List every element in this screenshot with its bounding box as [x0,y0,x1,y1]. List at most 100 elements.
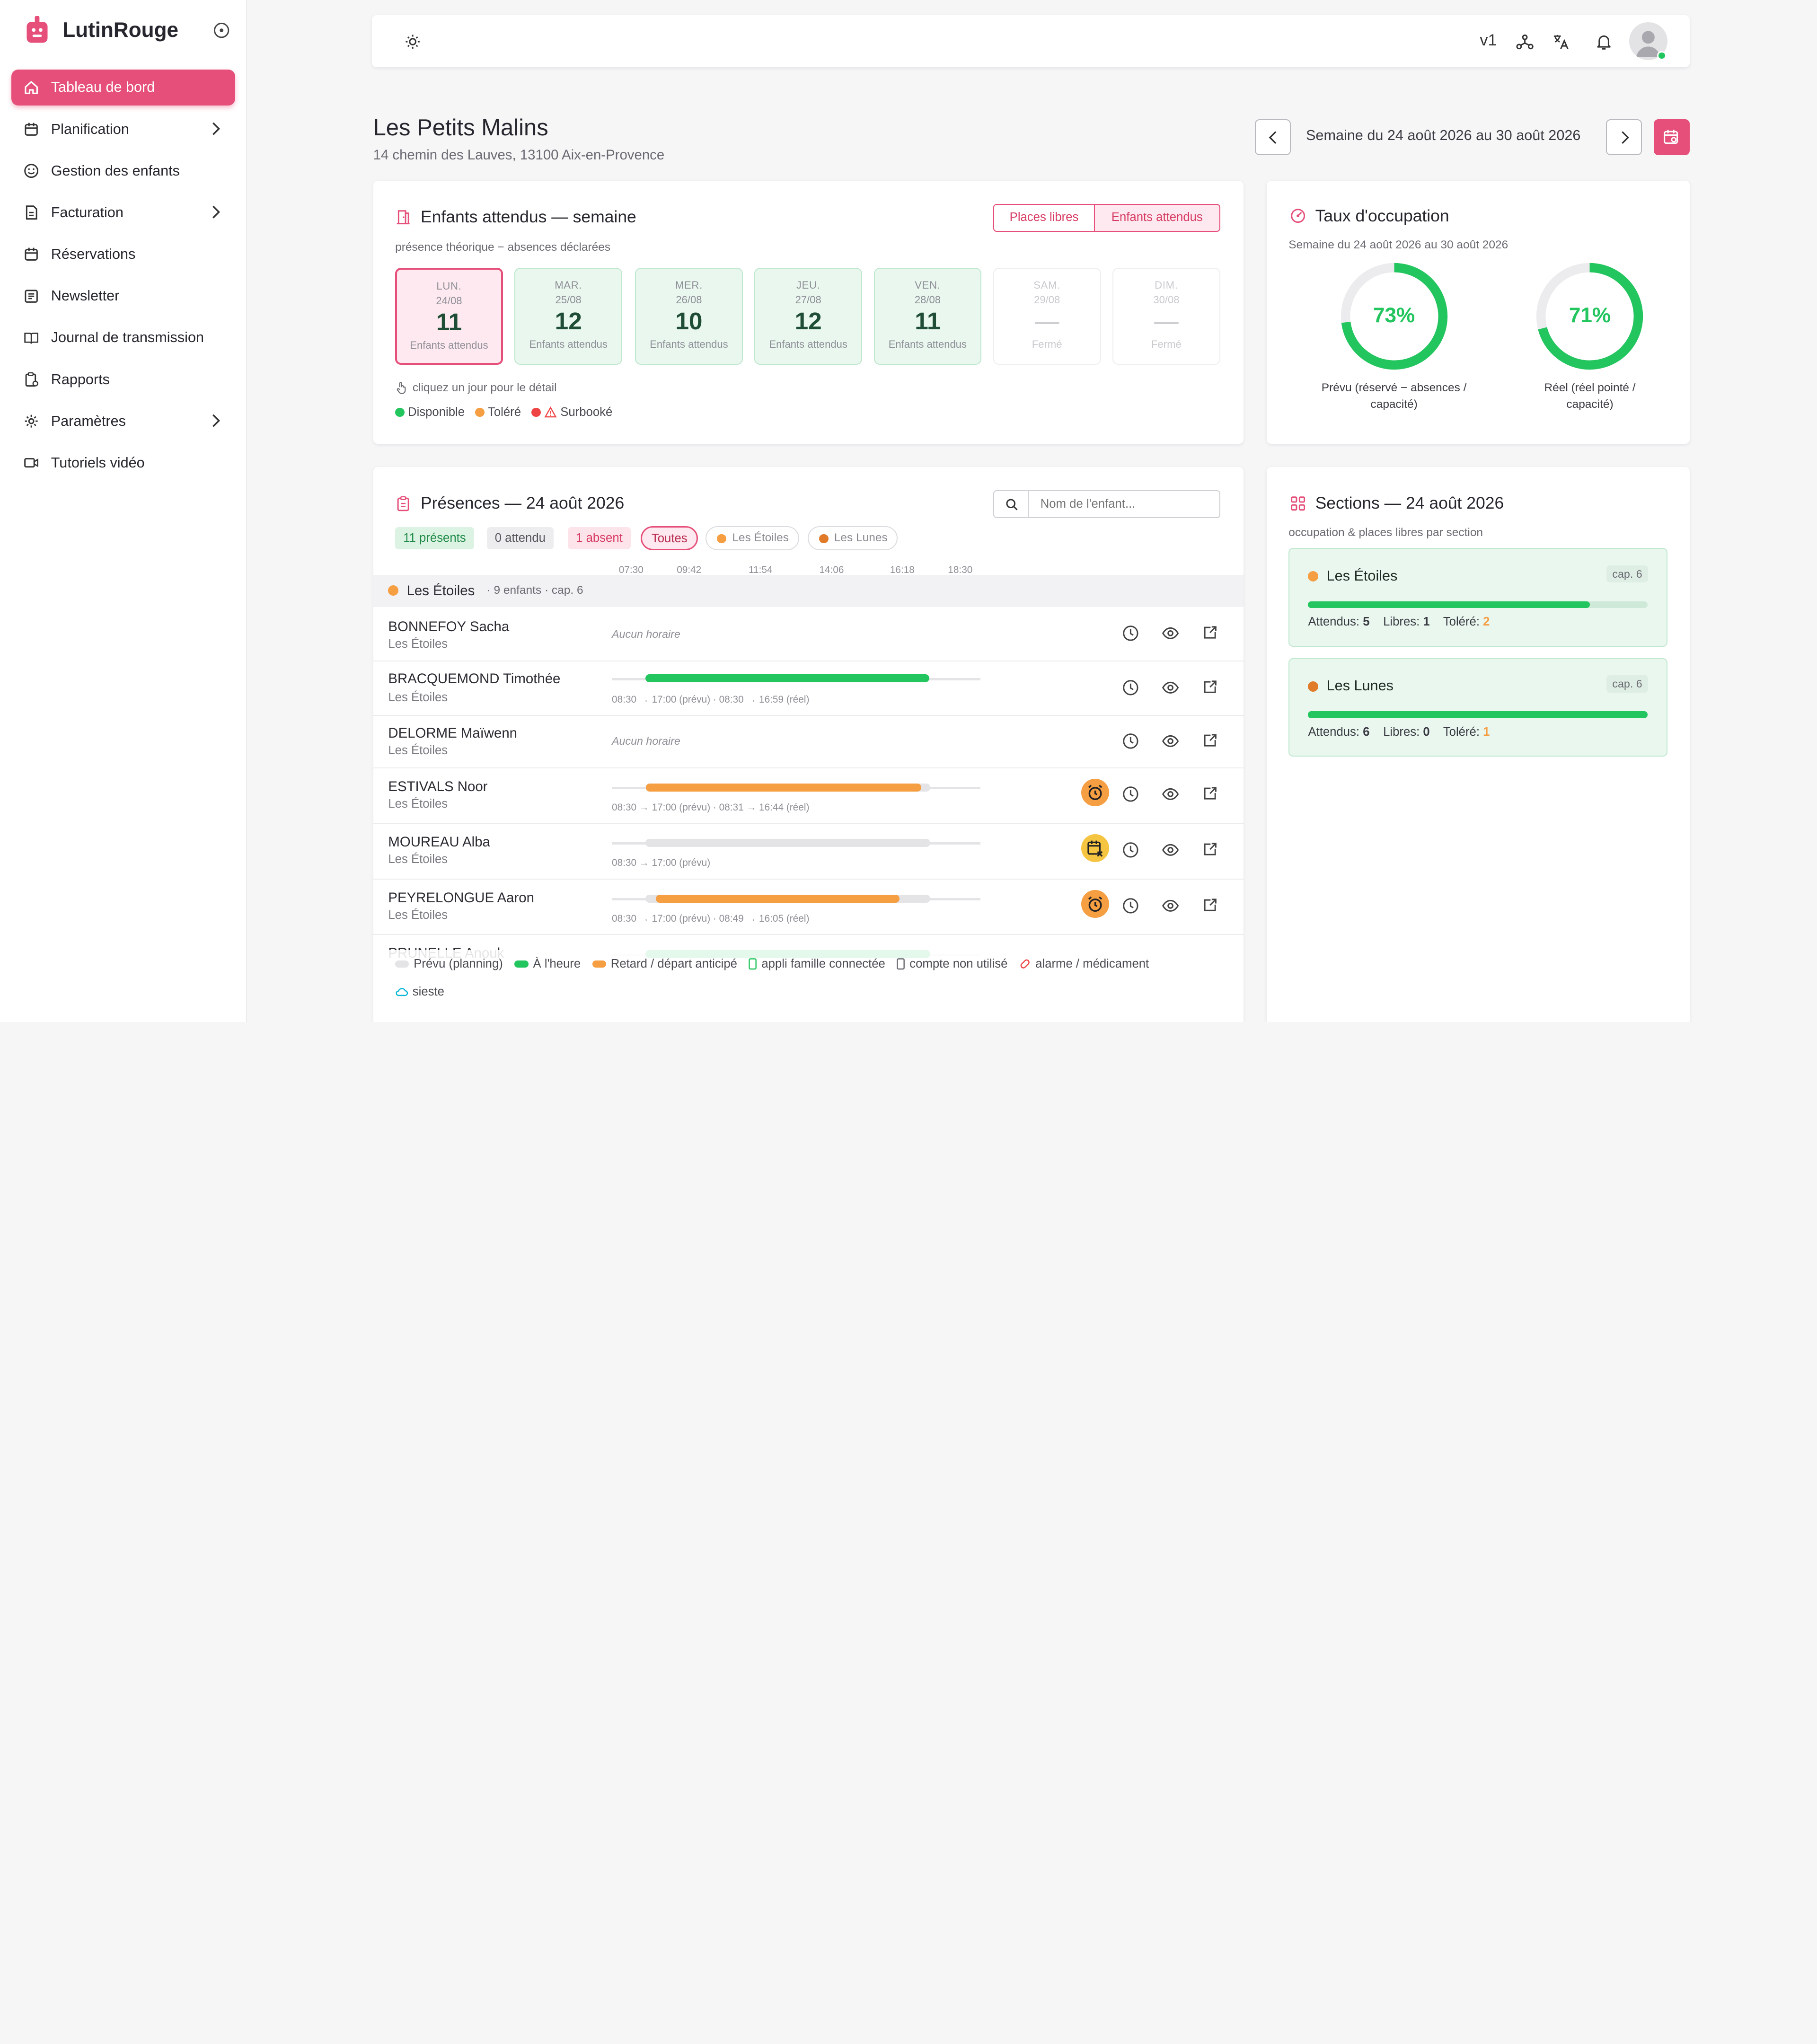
clock-icon[interactable] [1122,785,1139,803]
sidebar-item-label: Réservations [51,246,136,263]
chevron-right-icon [212,414,221,427]
presence-row[interactable]: ESTIVALS Noor Les Étoiles 08:30 → 17:00 … [373,768,1244,824]
day-card-vendredi[interactable]: VEN. 28/08 11 Enfants attendus [873,267,982,365]
presence-row[interactable]: BRACQUEMOND Timothée Les Étoiles 08:30 →… [373,661,1244,716]
day-name: LUN. [436,280,462,292]
sidebar-item-label: Facturation [51,204,123,220]
day-card-samedi[interactable]: SAM. 29/08 — Fermé [993,267,1101,365]
external-link-icon[interactable] [1202,897,1218,913]
presence-row[interactable]: MOUREAU Alba Les Étoiles 08:30 → 17:00 (… [373,824,1244,880]
filter-absent[interactable]: 1 absent [568,527,631,549]
calendar-search-button[interactable] [1653,119,1690,156]
child-section: Les Étoiles [388,744,448,758]
section-stats: Attendus: 6 Libres: 0 Toléré: 1 [1308,725,1490,739]
absence-badge[interactable] [1081,834,1109,863]
day-card-dimanche[interactable]: DIM. 30/08 — Fermé [1112,267,1220,365]
section-dot [819,534,829,544]
alarm-clock-icon [1088,785,1102,801]
page-address: 14 chemin des Lauves, 13100 Aix-en-Prove… [373,147,665,163]
day-card-mardi[interactable]: MAR. 25/08 12 Enfants attendus [514,267,623,365]
alarm-badge[interactable] [1081,778,1109,807]
translate-icon[interactable] [1552,33,1570,51]
presence-row[interactable]: BONNEFOY Sacha Les Étoiles Aucun horaire [373,608,1244,662]
calendar-search-icon [1664,130,1678,144]
occupancy-card [1266,181,1690,444]
gauge-label-line: capacité) [1566,397,1614,411]
legend-label: Toléré [488,405,521,419]
brand[interactable]: LutinRouge [26,16,178,44]
external-link-icon[interactable] [1202,625,1218,641]
sidebar-item-facturation[interactable]: Facturation [11,194,235,230]
chevron-right-icon [212,205,221,219]
sidebar-item-newsletter[interactable]: Newsletter [11,278,235,314]
time-tick: 18:30 [948,564,973,575]
sidebar-item-parametres[interactable]: Paramètres [11,403,235,439]
sidebar-item-label: Paramètres [51,413,126,429]
external-link-icon[interactable] [1202,785,1218,802]
stat-label: Libres: [1383,725,1420,739]
network-icon[interactable] [1516,33,1534,51]
alarm-badge[interactable] [1081,890,1109,918]
sidebar-item-gestion-des-enfants[interactable]: Gestion des enfants [11,153,235,189]
sidebar-item-rapports[interactable]: Rapports [11,361,235,397]
filter-attendu[interactable]: 0 attendu [486,527,554,549]
group-name: Les Étoiles [406,582,475,599]
day-label: Fermé [1032,338,1062,351]
smiley-icon [24,164,39,178]
presence-row[interactable]: DELORME Maïwenn Les Étoiles Aucun horair… [373,716,1244,768]
toggle-enfants-attendus[interactable]: Enfants attendus [1094,204,1220,232]
sidebar-item-planification[interactable]: Planification [11,111,235,147]
child-search-input[interactable] [1028,490,1220,518]
group-header[interactable]: Les Étoiles · 9 enfants · cap. 6 [373,574,1244,608]
version-badge[interactable]: v1 [1480,31,1497,50]
section-card-les-etoiles[interactable]: Les Étoiles cap. 6 Attendus: 5 Libres: 1… [1288,548,1668,647]
filter-presents[interactable]: 11 présents [395,527,474,549]
external-link-icon[interactable] [1202,732,1218,749]
eye-icon[interactable] [1161,897,1180,915]
section-name: Les Étoiles [1326,567,1398,584]
clock-icon[interactable] [1122,841,1139,859]
bell-icon[interactable] [1595,33,1613,51]
filter-les-lunes[interactable]: Les Lunes [807,526,898,551]
sun-icon[interactable] [405,34,421,50]
search-button[interactable] [993,490,1029,518]
day-name: MAR. [555,279,582,291]
clock-icon[interactable] [1122,732,1139,750]
stat-value: 6 [1363,725,1370,739]
next-week-button[interactable] [1606,119,1642,156]
prev-week-button[interactable] [1255,119,1291,156]
day-card-lundi[interactable]: LUN. 24/08 11 Enfants attendus [395,267,503,365]
filter-les-etoiles[interactable]: Les Étoiles [706,526,799,551]
gauge-prevu [1341,263,1447,370]
collapse-sidebar-icon[interactable] [213,22,229,38]
eye-icon[interactable] [1161,841,1180,859]
clock-icon[interactable] [1122,897,1139,915]
sidebar-item-reservations[interactable]: Réservations [11,237,235,273]
eye-icon[interactable] [1161,785,1180,803]
hint-text: cliquez un jour pour le détail [412,381,557,394]
day-name: VEN. [915,279,941,291]
eye-icon[interactable] [1161,679,1180,696]
gauge-fill [1536,263,1643,370]
clock-icon[interactable] [1122,625,1139,642]
eye-icon[interactable] [1161,625,1180,642]
day-card-mercredi[interactable]: MER. 26/08 10 Enfants attendus [635,267,743,365]
filter-toutes[interactable]: Toutes [641,526,698,551]
external-link-icon[interactable] [1202,841,1218,857]
sidebar-item-journal[interactable]: Journal de transmission [11,320,235,356]
sidebar-item-tableau-de-bord[interactable]: Tableau de bord [11,69,236,106]
toggle-places-libres[interactable]: Places libres [993,204,1095,232]
child-name: ESTIVALS Noor [388,778,488,794]
section-card-les-lunes[interactable]: Les Lunes cap. 6 Attendus: 6 Libres: 0 T… [1288,658,1668,757]
section-dot [717,534,727,544]
clock-icon[interactable] [1122,679,1139,696]
child-section: Les Étoiles [388,853,448,866]
eye-icon[interactable] [1161,732,1180,750]
sidebar-item-tutoriels[interactable]: Tutoriels vidéo [11,445,235,481]
day-card-jeudi[interactable]: JEU. 27/08 12 Enfants attendus [754,267,863,365]
occupancy-card-title: Taux d'occupation [1290,206,1449,226]
alarm-clock-icon [1088,896,1102,912]
external-link-icon[interactable] [1202,679,1218,695]
presence-row[interactable]: PEYRELONGUE Aaron Les Étoiles 08:30 → 17… [373,880,1244,935]
day-count: 11 [436,308,462,336]
